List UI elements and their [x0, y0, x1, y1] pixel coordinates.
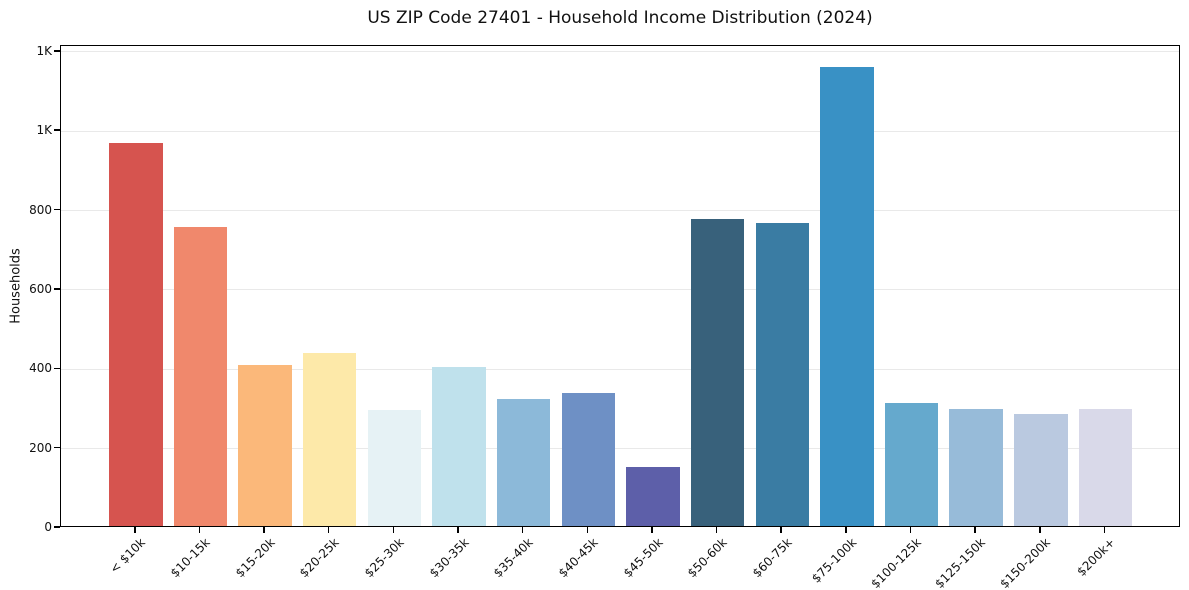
bar-15-20k [238, 364, 292, 526]
x-tick-label-75-100k: $75-100k [808, 535, 860, 586]
y-tick-mark [54, 129, 60, 132]
x-tick-label-15-20k: $15-20k [232, 535, 278, 581]
x-tick-label-10-15k: $10-15k [167, 535, 213, 581]
bar-10-15k [173, 226, 228, 526]
x-tick-mark [263, 527, 265, 533]
x-tick-mark [651, 527, 653, 533]
x-tick-mark [392, 527, 395, 533]
x-tick-mark [1039, 527, 1041, 533]
x-tick-label-10k: < $10k [107, 535, 148, 577]
bar-35-40k [496, 399, 551, 526]
bar-30-35k [432, 367, 486, 526]
bar-25-30k [367, 410, 422, 526]
bar-40-45k [561, 392, 616, 526]
x-tick-label-200k: $200k+ [1074, 535, 1118, 579]
x-tick-mark [780, 527, 783, 533]
bar-50-60k [690, 218, 745, 526]
gridline-800 [61, 210, 1179, 212]
y-tick-mark [54, 288, 60, 290]
bar-60-75k [755, 223, 809, 526]
x-tick-mark [974, 527, 976, 533]
x-tick-label-45-50k: $45-50k [620, 535, 666, 581]
y-tick-label: 200 [29, 440, 52, 455]
gridline-600 [61, 289, 1179, 291]
x-tick-label-125-150k: $125-150k [932, 535, 989, 590]
gridline-1000 [61, 130, 1179, 132]
x-tick-mark [1103, 527, 1106, 533]
gridline-1200 [61, 51, 1179, 53]
y-tick-label: 400 [29, 361, 52, 376]
y-tick-mark [54, 367, 60, 370]
bar-150-200k [1014, 413, 1068, 526]
x-tick-mark [909, 527, 912, 533]
y-tick-label: 800 [29, 202, 52, 217]
bar-125-150k [949, 408, 1003, 526]
x-tick-label-30-35k: $30-35k [426, 535, 472, 581]
y-tick-mark [54, 446, 60, 449]
y-tick-mark [54, 50, 60, 52]
y-tick-label: 1K [36, 43, 52, 58]
bar-200k [1078, 409, 1133, 526]
x-tick-label-100-125k: $100-125k [868, 535, 924, 590]
x-tick-label-50-60k: $50-60k [684, 535, 730, 581]
bar-20-25k [302, 352, 357, 526]
x-tick-mark [521, 527, 524, 533]
x-tick-label-40-45k: $40-45k [555, 535, 601, 581]
x-tick-mark [586, 527, 589, 533]
x-tick-mark [198, 527, 201, 533]
bar-75-100k [820, 66, 874, 526]
y-tick-label: 600 [29, 281, 52, 296]
bar-45-50k [626, 467, 680, 526]
x-tick-label-20-25k: $20-25k [297, 535, 342, 581]
bar-100-125k [884, 403, 939, 526]
plot-area [60, 45, 1180, 527]
y-tick-mark [54, 208, 60, 211]
x-tick-mark [133, 527, 136, 533]
x-tick-mark [457, 527, 459, 533]
x-tick-mark [715, 527, 718, 533]
y-tick-label: 1K [36, 123, 52, 138]
x-tick-mark [327, 527, 330, 533]
x-tick-label-150-200k: $150-200k [997, 535, 1054, 590]
x-tick-label-35-40k: $35-40k [490, 535, 536, 581]
x-tick-label-25-30k: $25-30k [361, 535, 407, 581]
chart-title: US ZIP Code 27401 - Household Income Dis… [367, 8, 873, 28]
x-tick-mark [845, 527, 847, 533]
x-tick-label-60-75k: $60-75k [749, 535, 795, 581]
gridline-200 [61, 448, 1179, 450]
y-tick-label: 0 [44, 520, 52, 534]
y-tick-mark [54, 526, 60, 528]
bar-10k [109, 143, 163, 526]
gridline-400 [61, 368, 1179, 370]
